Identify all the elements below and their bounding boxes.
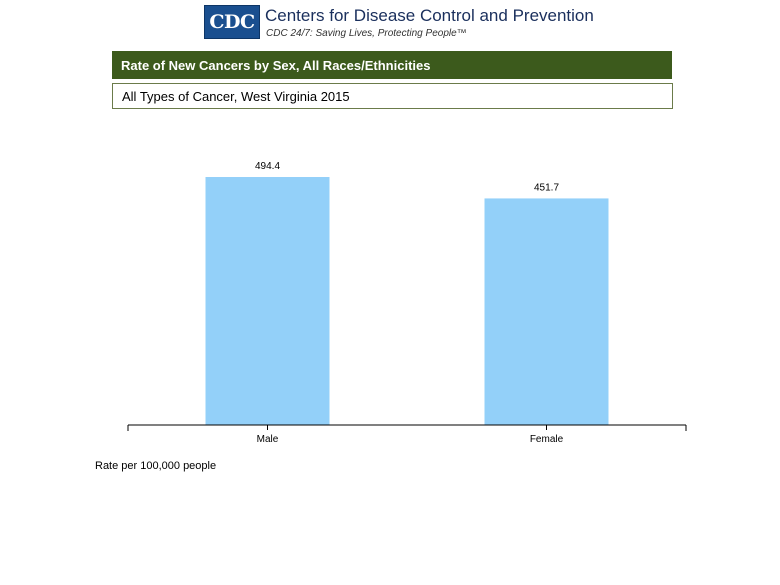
x-tick-label-female: Female: [530, 434, 564, 445]
chart-subtitle-box: All Types of Cancer, West Virginia 2015: [112, 83, 673, 109]
rate-footnote: Rate per 100,000 people: [95, 460, 217, 472]
value-label-female: 451.7: [534, 182, 559, 193]
cdc-header: CDC Centers for Disease Control and Prev…: [204, 5, 604, 41]
value-label-male: 494.4: [255, 161, 280, 172]
chart-title-bar: Rate of New Cancers by Sex, All Races/Et…: [112, 51, 672, 79]
x-tick-label-male: Male: [257, 434, 279, 445]
bar-male: [205, 177, 330, 425]
tagline: CDC 24/7: Saving Lives, Protecting Peopl…: [266, 28, 467, 39]
cdc-logo[interactable]: CDC: [204, 5, 260, 39]
org-name: Centers for Disease Control and Preventi…: [265, 6, 594, 25]
chart-title: Rate of New Cancers by Sex, All Races/Et…: [121, 57, 431, 73]
cdc-logo-text: CDC: [209, 11, 255, 33]
chart-subtitle: All Types of Cancer, West Virginia 2015: [122, 88, 350, 104]
bar-female: [484, 198, 609, 425]
